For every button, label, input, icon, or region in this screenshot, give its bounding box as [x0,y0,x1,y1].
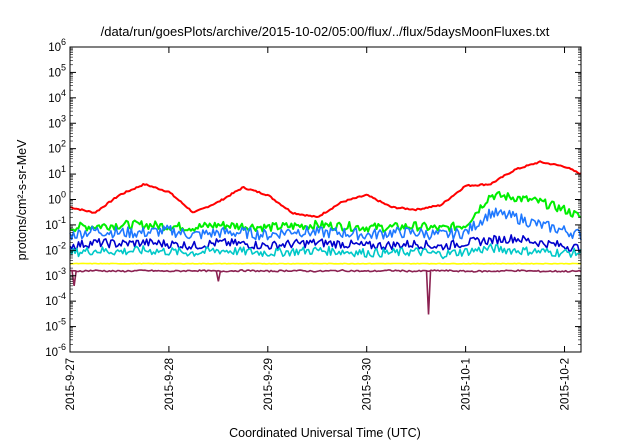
y-tick-label: 106 [48,37,66,54]
y-tick-label: 104 [48,88,66,105]
series-dip [425,271,432,315]
chart-title: /data/run/goesPlots/archive/2015-10-02/0… [101,24,550,39]
series-line [69,268,582,273]
y-tick-label: 102 [48,139,66,156]
x-axis: 2015-9-27 2015-9-28 2015-9-29 2015-9-30 2015… [65,47,572,410]
x-tick-label: 2015-10-2 [560,358,572,410]
series-line [69,160,582,218]
series-line [69,190,582,233]
y-axis: 10-6 10-5 10-4 10-3 10-2 10-1 100 101 102 103 104 1… [45,37,581,359]
y-tick-label: 101 [48,164,66,181]
series-line [69,207,582,241]
y-tick-label: 100 [48,190,66,207]
x-tick-label: 2015-9-29 [263,358,275,410]
y-tick-label: 10-3 [45,266,66,283]
y-tick-label: 103 [48,113,66,130]
series-line [69,262,582,265]
y-tick-label: 10-4 [45,291,66,308]
plot-frame [69,46,582,353]
y-tick-label: 10-2 [45,240,66,257]
x-axis-label: Coordinated Universal Time (UTC) [229,426,421,440]
x-tick-label: 2015-9-27 [65,358,77,410]
y-tick-label: 10-1 [45,215,66,232]
y-tick-label: 10-6 [45,342,66,359]
x-tick-label: 2015-9-28 [164,358,176,410]
x-tick-label: 2015-10-1 [461,358,473,410]
y-tick-label: 10-5 [45,317,66,334]
x-tick-label: 2015-9-30 [362,358,374,410]
y-axis-label: protons/cm²-s-sr-MeV [15,139,29,261]
series-line [69,234,582,254]
series-group [69,160,582,315]
y-tick-label: 105 [48,62,66,79]
series-line [69,243,582,260]
series-dip [215,271,222,282]
